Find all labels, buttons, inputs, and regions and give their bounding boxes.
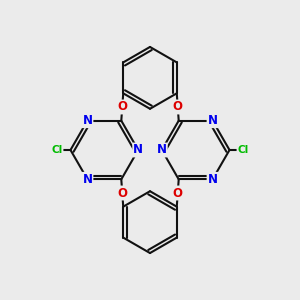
Text: O: O bbox=[117, 100, 127, 113]
Text: N: N bbox=[133, 143, 143, 157]
Text: N: N bbox=[208, 114, 218, 127]
Text: O: O bbox=[173, 100, 183, 113]
Text: N: N bbox=[82, 114, 92, 127]
Text: N: N bbox=[208, 173, 218, 186]
Text: Cl: Cl bbox=[237, 145, 249, 155]
Text: Cl: Cl bbox=[51, 145, 63, 155]
Text: N: N bbox=[82, 173, 92, 186]
Text: N: N bbox=[157, 143, 167, 157]
Text: O: O bbox=[117, 187, 127, 200]
Text: O: O bbox=[173, 187, 183, 200]
